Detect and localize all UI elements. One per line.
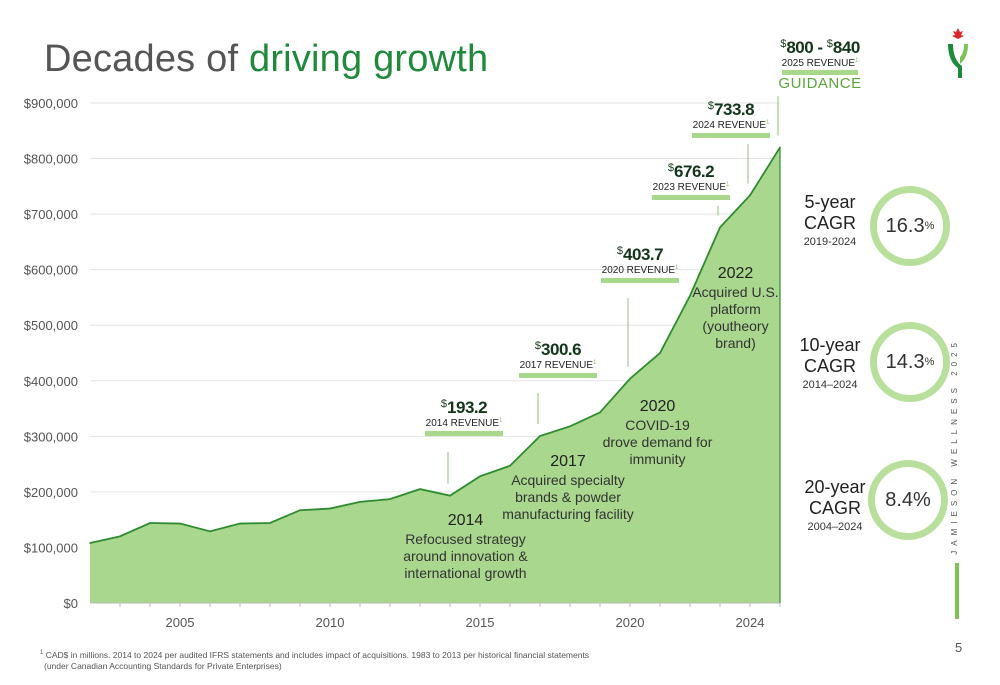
y-tick-label: $400,000 [24, 374, 78, 389]
y-tick-label: $800,000 [24, 152, 78, 167]
data-point [659, 352, 661, 354]
data-point [359, 501, 361, 503]
data-point [599, 411, 601, 414]
callout-2025-guidance: $800 - $840 2025 REVENUE1 GUIDANCE [776, 38, 864, 92]
data-point [689, 294, 691, 297]
y-tick-label: $500,000 [24, 318, 78, 333]
x-tick-label: 2005 [166, 615, 195, 630]
data-point [299, 509, 301, 512]
cagr-5-year: 5-year CAGR 2019-2024 [803, 192, 857, 248]
footnote: 1 CAD$ in millions. 2014 to 2024 per aud… [40, 649, 590, 671]
data-point [719, 226, 721, 229]
data-point [629, 377, 631, 380]
callout-2020: $403.7 2020 REVENUE1 [601, 245, 679, 283]
x-axis: 2005 2010 2015 2020 2024 [90, 602, 781, 630]
data-point [239, 522, 241, 525]
callout-2017: $300.6 2017 REVENUE1 [519, 340, 597, 378]
cagr-5-year-ring: 16.3% [870, 186, 950, 266]
x-tick-label: 2010 [316, 615, 345, 630]
callout-2014: $193.2 2014 REVENUE1 [425, 398, 503, 436]
y-tick-label: $0 [64, 596, 78, 611]
event-2014: 2014 Refocused strategy around innovatio… [403, 512, 528, 581]
revenue-area-fill [90, 147, 780, 603]
title-accent: driving growth [248, 38, 489, 80]
event-2022: 2022 Acquired U.S. platform (youtheory b… [692, 265, 779, 351]
cagr-20-year: 20-year CAGR 2004–2024 [804, 477, 866, 533]
x-tick-label: 2020 [616, 615, 645, 630]
x-tick-label: 2024 [736, 615, 765, 630]
callout-2024: $733.8 2024 REVENUE1 [692, 100, 770, 138]
y-tick-label: $900,000 [24, 96, 78, 111]
cagr-20-year-ring: 8.4% [868, 460, 948, 540]
y-tick-label: $300,000 [24, 429, 78, 444]
data-point [149, 522, 151, 524]
data-point [269, 522, 271, 524]
y-axis: $0 $100,000 $200,000 $300,000 $400,000 $500,0… [24, 96, 78, 611]
jamieson-logo-icon [948, 28, 968, 78]
callout-2023: $676.2 2023 REVENUE1 [652, 162, 730, 200]
data-point [509, 464, 511, 467]
guidance-label: GUIDANCE [778, 75, 862, 92]
data-point [449, 494, 451, 497]
data-point [539, 435, 541, 437]
y-tick-label: $600,000 [24, 263, 78, 278]
brand-vertical-text: JAMIESON WELLNESS 2025 [950, 338, 959, 555]
data-point [569, 425, 571, 428]
callout-leaders [447, 96, 779, 484]
data-point [419, 488, 421, 490]
title-prefix: Decades of [44, 38, 249, 80]
data-point [209, 530, 211, 533]
y-tick-label: $200,000 [24, 485, 78, 500]
page-number: 5 [955, 640, 963, 655]
data-point [749, 194, 751, 197]
x-tick-label: 2015 [466, 615, 495, 630]
decorative-green-bar [955, 563, 959, 619]
cagr-10-year: 10-year CAGR 2014–2024 [799, 335, 861, 391]
revenue-line [89, 146, 781, 544]
page-title: Decades of driving growth [44, 38, 488, 81]
event-2020: 2020 COVID-19 drove demand for immunity [602, 398, 713, 467]
chart-series [89, 146, 781, 603]
data-point [329, 507, 331, 510]
event-2017: 2017 Acquired specialty brands & powder … [502, 453, 634, 522]
data-point [479, 475, 481, 478]
cagr-10-year-ring: 14.3% [870, 322, 950, 402]
y-tick-label: $700,000 [24, 207, 78, 222]
data-point [389, 498, 391, 500]
y-tick-label: $100,000 [24, 540, 78, 555]
data-point [89, 542, 91, 544]
data-point [179, 522, 181, 525]
data-point [119, 535, 121, 538]
